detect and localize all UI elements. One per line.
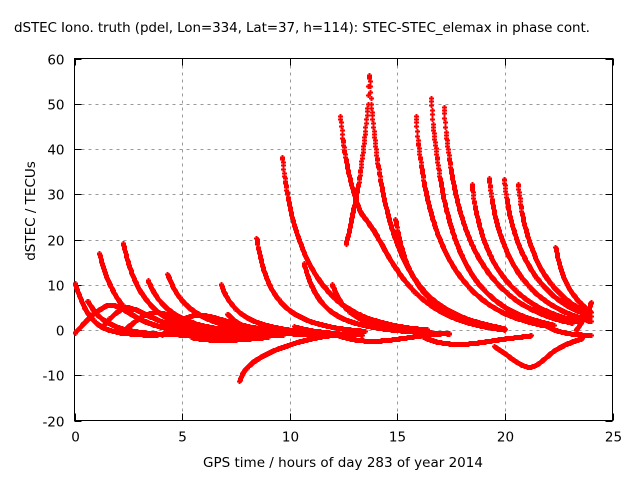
- svg-text:25: 25: [605, 430, 622, 446]
- svg-text:50: 50: [47, 98, 64, 114]
- axis-tick-labels: -20 -10 0 10 20 30 40 50 60 0 5 10 15 20 25: [42, 53, 622, 446]
- svg-text:10: 10: [47, 279, 64, 295]
- svg-text:40: 40: [47, 143, 64, 159]
- svg-text:30: 30: [47, 188, 64, 204]
- svg-text:-10: -10: [42, 369, 64, 385]
- data-series-dstec: [73, 73, 594, 384]
- svg-text:0: 0: [71, 430, 80, 446]
- svg-text:5: 5: [178, 430, 187, 446]
- x-axis-label: GPS time / hours of day 283 of year 2014: [203, 455, 483, 471]
- svg-text:60: 60: [47, 53, 64, 69]
- page-title: dSTEC Iono. truth (pdel, Lon=334, Lat=37…: [14, 20, 590, 36]
- svg-text:15: 15: [389, 430, 406, 446]
- svg-text:20: 20: [47, 234, 64, 250]
- svg-text:20: 20: [497, 430, 514, 446]
- svg-text:10: 10: [282, 430, 299, 446]
- svg-text:-20: -20: [42, 415, 64, 431]
- svg-text:0: 0: [56, 324, 65, 340]
- plot-frame: [74, 58, 613, 421]
